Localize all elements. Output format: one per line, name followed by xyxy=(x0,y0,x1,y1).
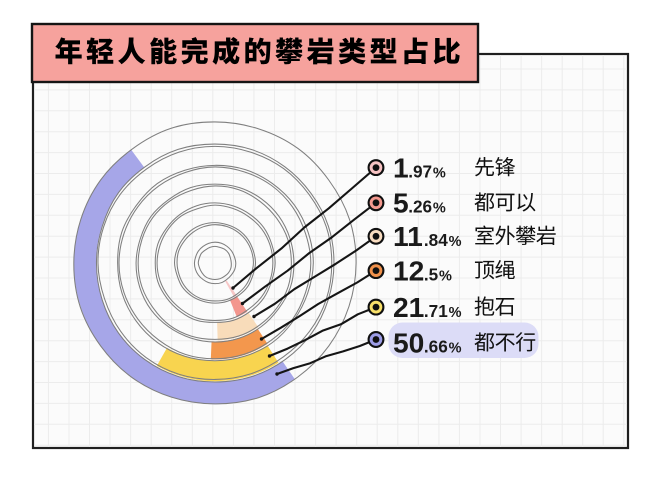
svg-text:%: % xyxy=(449,305,462,321)
svg-text:5: 5 xyxy=(393,187,409,219)
svg-text:50: 50 xyxy=(393,327,424,359)
svg-text:11: 11 xyxy=(393,220,423,252)
svg-text:%: % xyxy=(449,341,462,357)
svg-text:21: 21 xyxy=(393,291,424,323)
svg-text:%: % xyxy=(433,165,446,181)
svg-text:.97: .97 xyxy=(408,161,432,181)
svg-text:12: 12 xyxy=(393,254,424,286)
svg-text:.66: .66 xyxy=(424,337,448,357)
svg-text:.5: .5 xyxy=(424,264,439,284)
svg-text:.84: .84 xyxy=(424,230,448,250)
svg-text:.26: .26 xyxy=(408,197,432,217)
svg-text:%: % xyxy=(433,201,446,217)
svg-text:.71: .71 xyxy=(424,301,448,321)
svg-text:1: 1 xyxy=(393,151,409,183)
svg-text:%: % xyxy=(449,234,462,250)
svg-text:%: % xyxy=(439,268,452,284)
